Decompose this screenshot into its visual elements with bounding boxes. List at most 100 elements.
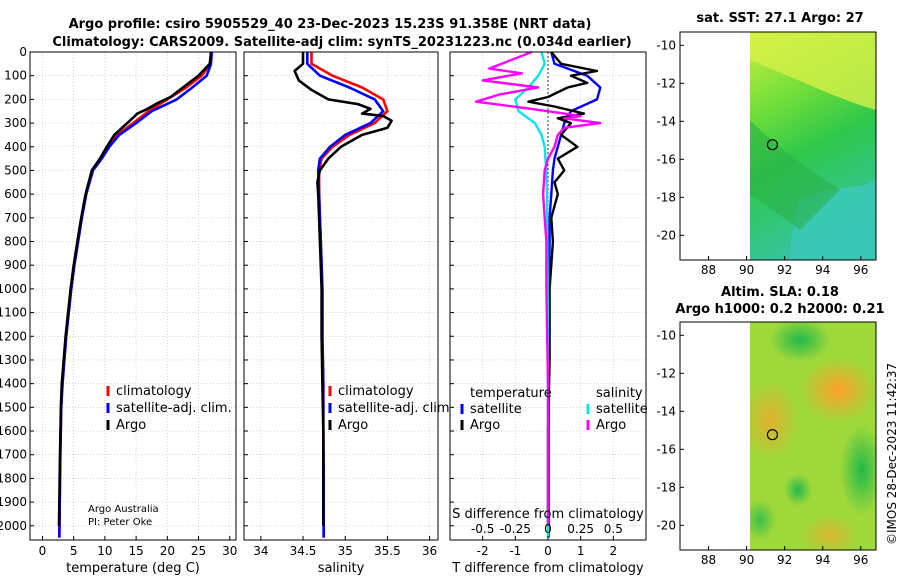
sla-high-patch-3 <box>800 515 860 550</box>
ytick-label-4: 400 <box>4 140 27 154</box>
temperature-xtick-label-3: 15 <box>128 544 143 558</box>
sst-mid-patch <box>750 120 840 230</box>
sst_map-ytick-label-4: -18 <box>656 190 676 204</box>
sst-warm-band <box>750 32 876 110</box>
sla_map-ytick-label-0: -10 <box>656 328 676 342</box>
ytick-label-19: 1900 <box>0 495 27 509</box>
pi-credit: PI: Peter Oke <box>88 517 152 528</box>
sla_map-ytick-label-3: -16 <box>656 442 676 456</box>
salinity-series-argo <box>293 52 393 526</box>
title-line-2: Climatology: CARS2009. Satellite-adj cli… <box>52 35 631 50</box>
temperature-xtick-label-5: 25 <box>191 544 206 558</box>
sst_map-xtick-label-4: 96 <box>853 263 868 277</box>
temperature-legend-label-0: climatology <box>116 384 192 399</box>
sst_map-ytick-label-3: -16 <box>656 152 676 166</box>
sla-map-title-1: Altim. SLA: 0.18 <box>721 285 839 300</box>
sla_map-xtick-label-3: 94 <box>815 553 830 567</box>
sst_map-ytick-label-0: -10 <box>656 38 676 52</box>
sla_map-xtick-label-1: 90 <box>739 553 754 567</box>
sst_map-ytick-label-2: -14 <box>656 114 676 128</box>
sst-map-border <box>679 31 877 261</box>
diff-legend-label-2: satellite <box>596 402 648 417</box>
ytick-label-5: 500 <box>4 163 27 177</box>
salinity-panel: 34 34.5 35 35.5 36 salinity climatology satelli… <box>243 51 454 576</box>
sst_map-ytick-label-1: -12 <box>656 76 676 90</box>
sst_map-xtick-label-0: 88 <box>701 263 716 277</box>
sla_map-ytick-label-1: -12 <box>656 366 676 380</box>
sla-low-patch <box>770 322 830 362</box>
differences-xtick-label-0: -2 <box>477 544 489 558</box>
diff-legend-label-3: Argo <box>596 418 626 433</box>
temperature-frame <box>29 51 237 541</box>
diff-s-tick-label-1: -0.25 <box>500 522 531 536</box>
sst-map: 88 90 92 94 96 -10 -12 -14 -16 -18 -20 <box>656 31 877 277</box>
sla-high-patch <box>800 358 876 422</box>
temperature-legend-label-2: Argo <box>116 418 146 433</box>
salinity-xtick-label-0: 34 <box>253 544 268 558</box>
diff-s-tick-label-2: 0 <box>544 522 552 536</box>
sla_map-ytick-label-2: -14 <box>656 404 676 418</box>
difference-panel: -2 -1 0 1 2 T difference from climatology temp… <box>449 50 648 576</box>
ytick-label-18: 1800 <box>0 471 27 485</box>
temperature-series-argo <box>57 51 213 526</box>
temperature-panel: 0 5 10 15 20 25 30 temperature (deg C) 0 100 200 30… <box>0 45 237 576</box>
ytick-label-2: 200 <box>4 92 27 106</box>
temperature-xtick-label-6: 30 <box>222 544 237 558</box>
differences-series-t-argo <box>527 51 599 526</box>
temperature-xlabel: temperature (deg C) <box>66 561 200 576</box>
sst_map-xtick-label-1: 90 <box>739 263 754 277</box>
sst-map-title: sat. SST: 27.1 Argo: 27 <box>696 11 863 26</box>
salinity-plot-area <box>244 52 438 540</box>
diff-xlabel-top: S difference from climatology <box>452 507 644 522</box>
sla-low-patch-3 <box>784 474 812 506</box>
temperature-xtick-label-4: 20 <box>160 544 175 558</box>
title-line-1: Argo profile: csiro 5905529_40 23-Dec-20… <box>69 17 592 32</box>
temperature-plot-area <box>30 52 236 540</box>
sst_map-ytick-label-5: -20 <box>656 228 676 242</box>
differences-xlabel: T difference from climatology <box>451 561 644 576</box>
differences-xtick-label-4: 2 <box>610 544 618 558</box>
ytick-label-7: 700 <box>4 211 27 225</box>
temperature-xtick-label-2: 10 <box>97 544 112 558</box>
diff-legend-T-title: temperature <box>470 386 552 401</box>
sla-low-patch-2 <box>840 425 876 515</box>
sla_map-ytick-label-4: -18 <box>656 480 676 494</box>
ytick-label-3: 300 <box>4 116 27 130</box>
sla-map: 88 90 92 94 96 -10 -12 -14 -16 -18 -20 <box>656 321 877 567</box>
institution-credit: Argo Australia <box>88 504 159 515</box>
sla_map-xtick-label-2: 92 <box>777 553 792 567</box>
temperature-legend-label-1: satellite-adj. clim. <box>116 401 232 416</box>
differences-series-s-argo <box>474 50 602 526</box>
diff-s-tick-label-4: 0.5 <box>604 522 623 536</box>
ytick-label-9: 900 <box>4 258 27 272</box>
ytick-label-8: 800 <box>4 235 27 249</box>
salinity-frame <box>243 51 439 541</box>
sst_map-xtick-label-2: 92 <box>777 263 792 277</box>
salinity-legend-label-1: satellite-adj. clim. <box>338 401 454 416</box>
salinity-legend-label-0: climatology <box>338 384 414 399</box>
differences-xtick-label-3: 1 <box>577 544 585 558</box>
salinity-xtick-label-4: 36 <box>422 544 437 558</box>
salinity-legend-label-2: Argo <box>338 418 368 433</box>
ytick-label-13: 1300 <box>0 353 27 367</box>
ytick-label-15: 1500 <box>0 400 27 414</box>
salinity-xtick-label-2: 35 <box>338 544 353 558</box>
differences-xtick-label-2: 0 <box>544 544 552 558</box>
ytick-label-0: 0 <box>19 45 27 59</box>
ytick-label-1: 100 <box>4 69 27 83</box>
sst_map-xtick-label-3: 94 <box>815 263 830 277</box>
sla-map-border <box>679 321 877 551</box>
diff-s-tick-label-0: -0.5 <box>471 522 494 536</box>
sla-argo-marker <box>766 429 779 441</box>
differences-series-t-satellite <box>547 51 602 538</box>
sla_map-ytick-label-5: -20 <box>656 518 676 532</box>
ytick-label-10: 1000 <box>0 282 27 296</box>
salinity-xtick-label-1: 34.5 <box>290 544 317 558</box>
sla-map-title-2: Argo h1000: 0.2 h2000: 0.21 <box>675 302 884 317</box>
ytick-label-17: 1700 <box>0 448 27 462</box>
ytick-label-14: 1400 <box>0 377 27 391</box>
ytick-label-6: 600 <box>4 187 27 201</box>
ytick-label-11: 1100 <box>0 306 27 320</box>
sla_map-xtick-label-4: 96 <box>853 553 868 567</box>
